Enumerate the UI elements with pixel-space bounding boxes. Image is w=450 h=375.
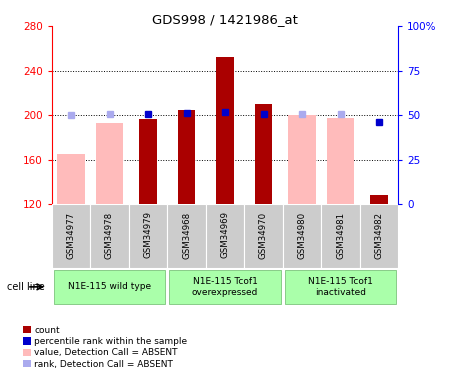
Bar [57, 154, 85, 204]
Text: GSM34982: GSM34982 [374, 211, 383, 258]
Bar [52, 204, 90, 268]
Bar [244, 204, 283, 268]
Bar [288, 116, 316, 204]
Text: GSM34980: GSM34980 [297, 211, 306, 258]
Text: GDS998 / 1421986_at: GDS998 / 1421986_at [152, 13, 298, 26]
Bar [285, 270, 396, 304]
Text: GSM34978: GSM34978 [105, 211, 114, 258]
Bar [255, 104, 272, 204]
Bar [90, 204, 129, 268]
Bar [206, 204, 244, 268]
Text: N1E-115 wild type: N1E-115 wild type [68, 282, 151, 291]
Bar [167, 204, 206, 268]
Bar [140, 118, 157, 204]
Legend: count, percentile rank within the sample, value, Detection Call = ABSENT, rank, : count, percentile rank within the sample… [22, 326, 187, 369]
Bar [360, 204, 398, 268]
Text: cell line: cell line [7, 282, 45, 292]
Text: GSM34970: GSM34970 [259, 211, 268, 258]
Bar [178, 110, 195, 204]
Text: GSM34969: GSM34969 [220, 211, 230, 258]
Bar [370, 195, 387, 204]
Bar [321, 204, 360, 268]
Text: GSM34979: GSM34979 [144, 211, 153, 258]
Text: N1E-115 Tcof1
overexpressed: N1E-115 Tcof1 overexpressed [192, 277, 258, 297]
Text: GSM34968: GSM34968 [182, 211, 191, 258]
Text: N1E-115 Tcof1
inactivated: N1E-115 Tcof1 inactivated [308, 277, 373, 297]
Text: GSM34981: GSM34981 [336, 211, 345, 258]
Bar [169, 270, 281, 304]
Bar [54, 270, 165, 304]
Bar [327, 117, 354, 204]
Bar [216, 57, 234, 204]
Bar [96, 123, 123, 204]
Text: GSM34977: GSM34977 [67, 211, 76, 258]
Bar [283, 204, 321, 268]
Bar [129, 204, 167, 268]
